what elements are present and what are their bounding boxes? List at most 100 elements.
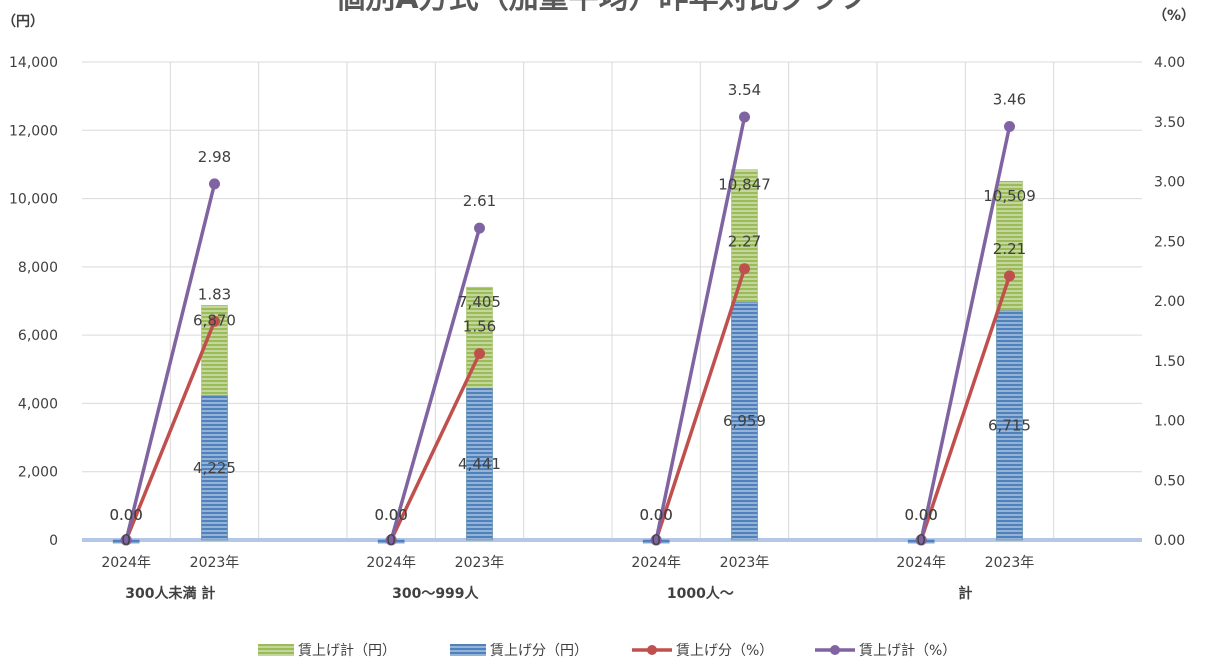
- y-right-unit: （%）: [1153, 8, 1195, 24]
- y-right-tick-label: 0.50: [1154, 473, 1185, 489]
- bar-portion-yen: [996, 310, 1023, 541]
- y-left-tick-label: 0: [49, 533, 58, 549]
- x-tick-year: 2023年: [985, 555, 1035, 571]
- line-point: [1004, 121, 1015, 133]
- line-label: 0.00: [639, 506, 672, 524]
- y-right-tick-label: 2.00: [1154, 294, 1185, 310]
- bar-total-label: 10,509: [983, 187, 1036, 205]
- line-segment: [389, 227, 482, 541]
- y-left-tick-label: 14,000: [9, 55, 58, 71]
- x-group-label: 計: [958, 585, 972, 602]
- chart-title: 個別A方式（加重平均）昨年対比グラフ: [334, 0, 868, 16]
- y-left-tick-label: 10,000: [9, 192, 58, 208]
- line-label: 0.00: [904, 506, 937, 524]
- bar-portion-yen: [731, 302, 758, 541]
- line-point: [209, 315, 220, 327]
- line-point: [474, 222, 485, 234]
- y-right-axis: 0.00 0.50 1.00 1.50 2.00 2.50 3.00 3.50 4.00: [1154, 55, 1185, 549]
- line-point: [474, 348, 485, 360]
- data-labels: 0 6,870 4,225 0 7,405 4,441 0 10,847 6,959 0 10,50…: [109, 81, 1035, 549]
- legend-swatch: [450, 644, 486, 656]
- line-point: [650, 534, 662, 546]
- y-left-tick-label: 12,000: [9, 123, 58, 139]
- line-point: [385, 534, 397, 546]
- y-right-tick-label: 1.50: [1154, 354, 1185, 370]
- bar-portion-label: 6,715: [988, 416, 1031, 434]
- line-point: [739, 263, 750, 275]
- line-point: [120, 534, 132, 546]
- x-tick-year: 2023年: [720, 555, 770, 571]
- line-label: 2.21: [993, 240, 1026, 258]
- legend-marker: [830, 645, 840, 655]
- y-right-tick-label: 1.00: [1154, 414, 1185, 430]
- bar-portion-yen: [201, 395, 228, 541]
- y-left-tick-label: 2,000: [18, 465, 58, 481]
- line-label: 0.00: [109, 506, 142, 524]
- line-segment: [919, 275, 1012, 541]
- x-group-label: 1000人～: [667, 585, 734, 602]
- legend-label: 賃上げ計（円）: [298, 643, 396, 659]
- line-label: 0.00: [109, 506, 142, 524]
- line-point: [739, 111, 750, 123]
- x-tick-year: 2023年: [455, 555, 505, 571]
- y-right-tick-label: 3.00: [1154, 175, 1185, 191]
- y-right-tick-label: 2.50: [1154, 234, 1185, 250]
- line-label: 1.83: [198, 285, 231, 303]
- line-point: [209, 178, 220, 190]
- line-label: 3.54: [728, 81, 761, 99]
- x-tick-year: 2024年: [366, 555, 416, 571]
- legend-label: 賃上げ分（%）: [676, 643, 773, 659]
- line-segment: [124, 183, 217, 541]
- y-left-tick-label: 6,000: [18, 328, 58, 344]
- bar-portion-label: 0: [651, 531, 661, 549]
- bars: [112, 169, 1023, 544]
- gridlines: [82, 61, 1142, 542]
- y-right-tick-label: 4.00: [1154, 55, 1185, 71]
- x-tick-year: 2023年: [190, 555, 240, 571]
- bar-portion-label: 6,959: [723, 412, 766, 430]
- legend-label: 賃上げ計（%）: [859, 643, 956, 659]
- x-tick-year: 2024年: [101, 555, 151, 571]
- x-tick-year: 2024年: [896, 555, 946, 571]
- line-label: 0.00: [904, 506, 937, 524]
- bar-total-label: 10,847: [718, 176, 771, 194]
- line-label: 3.46: [993, 91, 1026, 109]
- bar-portion-label: 0: [121, 531, 131, 549]
- line-segment: [654, 268, 747, 541]
- x-axis: 2024年 2023年 300人未満 計 2024年 2023年 300～999人 2024…: [101, 555, 1034, 602]
- line-segment: [919, 126, 1012, 541]
- bar-total-label: 6,870: [193, 311, 236, 329]
- line-segment: [389, 352, 482, 541]
- bar-portion-label: 4,441: [458, 455, 501, 473]
- line-label: 0.00: [639, 506, 672, 524]
- x-group-label: 300人未満 計: [125, 585, 215, 602]
- legend: 賃上げ計（円） 賃上げ分（円） 賃上げ分（%） 賃上げ計（%）: [258, 643, 956, 659]
- x-axis-baseline: [82, 538, 1142, 542]
- lines: [120, 111, 1015, 546]
- bar-portion-label: 0: [916, 531, 926, 549]
- y-right-tick-label: 3.50: [1154, 115, 1185, 131]
- legend-swatch: [258, 644, 294, 656]
- legend-label: 賃上げ分（円）: [490, 643, 588, 659]
- line-label: 2.98: [198, 148, 231, 166]
- line-segment: [124, 320, 217, 541]
- line-point: [915, 534, 927, 546]
- line-label: 2.61: [463, 192, 496, 210]
- bar-portion-label: 4,225: [193, 459, 236, 477]
- y-left-tick-label: 4,000: [18, 396, 58, 412]
- line-label: 1.56: [463, 318, 496, 336]
- line-segment: [654, 116, 747, 541]
- bar-portion-yen: [466, 388, 493, 541]
- y-left-unit: （円）: [2, 14, 44, 30]
- line-label: 2.27: [728, 233, 761, 251]
- y-left-tick-label: 8,000: [18, 260, 58, 276]
- bar-total-label: 7,405: [458, 293, 501, 311]
- line-label: 0.00: [374, 506, 407, 524]
- y-left-axis: 0 2,000 4,000 6,000 8,000 10,000 12,000 14,000: [9, 55, 58, 549]
- x-group-label: 300～999人: [392, 585, 479, 602]
- legend-marker: [647, 645, 657, 655]
- x-tick-year: 2024年: [631, 555, 681, 571]
- bar-portion-label: 0: [386, 531, 396, 549]
- line-point: [1004, 270, 1015, 282]
